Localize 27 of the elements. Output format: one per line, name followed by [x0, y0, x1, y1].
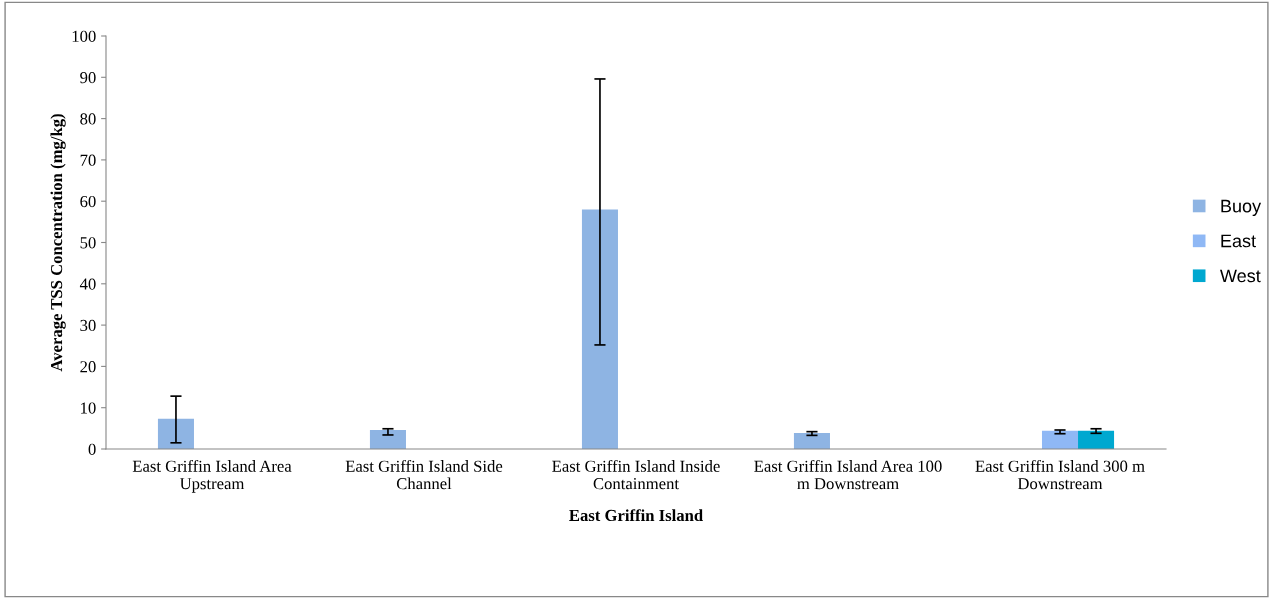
legend-label: West [1220, 269, 1261, 283]
y-tick-label: 40 [79, 278, 96, 290]
y-tick-label: 80 [80, 113, 96, 125]
y-tick-label: 0 [88, 443, 96, 455]
x-tick-label: East Griffin Island Inside Containment [552, 459, 720, 490]
y-tick-label: 90 [80, 72, 96, 84]
x-tick-label: East Griffin Island Area Upstream [132, 459, 292, 493]
bar [1041, 430, 1079, 449]
y-tick-label: 10 [81, 402, 96, 414]
bar [1078, 430, 1115, 449]
legend-label: Buoy [1221, 199, 1262, 217]
y-tick-label: 100 [72, 30, 96, 42]
y-tick-label: 50 [80, 237, 96, 249]
bar [793, 432, 830, 449]
bar [581, 209, 618, 449]
legend-label: East [1221, 234, 1256, 248]
bar [157, 418, 194, 449]
y-tick-label: 60 [80, 195, 96, 208]
x-tick-label: East Griffin Island 300 m Downstream [975, 459, 1145, 490]
bar [369, 430, 406, 449]
y-axis-title: Average TSS Concentration (mg/kg) [50, 114, 66, 372]
x-tick-label: East Griffin Island Area 100 m Downstream [754, 459, 942, 490]
x-axis-title: East Griffin Island [569, 509, 703, 522]
y-tick-label: 70 [80, 154, 96, 166]
y-tick-label: 20 [80, 361, 96, 373]
x-tick-label: East Griffin Island Side Channel [345, 459, 503, 490]
y-tick-label: 30 [80, 319, 96, 332]
